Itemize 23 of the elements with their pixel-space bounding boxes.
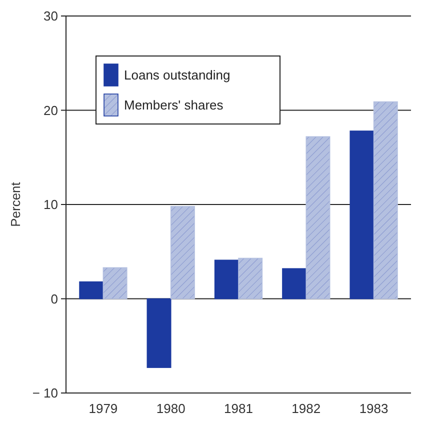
bar bbox=[170, 206, 195, 300]
bar bbox=[102, 267, 128, 300]
y-axis-title: Percent bbox=[8, 182, 23, 227]
bar bbox=[350, 130, 374, 300]
bar bbox=[146, 298, 172, 368]
bar bbox=[282, 268, 307, 300]
legend-label: Members' shares bbox=[124, 98, 224, 113]
y-tick-label: 20 bbox=[44, 102, 58, 118]
x-tick-label: 1979 bbox=[88, 401, 118, 416]
y-tick-label: 0 bbox=[50, 291, 58, 306]
bar bbox=[306, 136, 330, 300]
y-tick-label: − 10 bbox=[32, 386, 58, 401]
x-tick-label: 1982 bbox=[292, 401, 321, 416]
bar bbox=[238, 258, 263, 300]
bar bbox=[79, 281, 104, 300]
y-tick-label: 10 bbox=[44, 197, 58, 212]
x-tick-label: 1983 bbox=[359, 401, 388, 416]
bar bbox=[373, 101, 398, 300]
legend-label: Loans outstanding bbox=[124, 68, 230, 83]
bar bbox=[214, 260, 239, 300]
y-tick-label: 30 bbox=[44, 8, 58, 24]
x-tick-label: 1981 bbox=[224, 401, 253, 416]
x-tick-label: 1980 bbox=[156, 401, 186, 416]
